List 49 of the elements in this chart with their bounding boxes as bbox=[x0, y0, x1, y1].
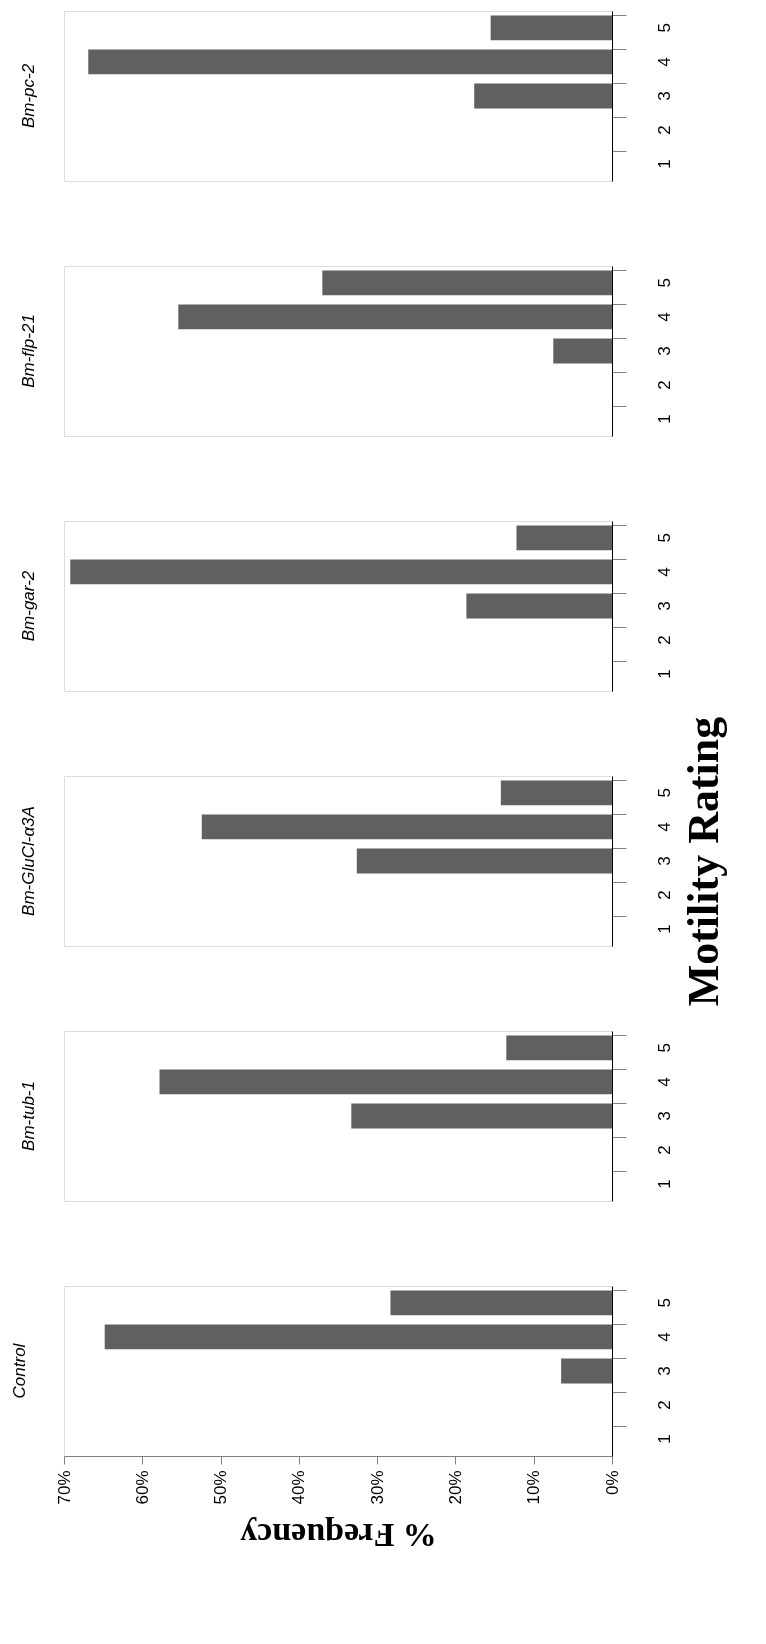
y-tick-label: 5 bbox=[654, 1298, 674, 1308]
x-tick-label: 60% bbox=[132, 1470, 152, 1505]
text: Bm-GluCl-α3A bbox=[19, 806, 38, 916]
y-tick-label: 5 bbox=[654, 278, 674, 288]
y-tick-label: 3 bbox=[654, 1111, 674, 1121]
x-tick-label: 40% bbox=[289, 1470, 309, 1505]
y-tick-label: 1 bbox=[654, 669, 674, 679]
x-axis-title: % Frequency bbox=[240, 1516, 437, 1554]
y-tick-label: 1 bbox=[654, 159, 674, 169]
text: Bm-tub-1 bbox=[19, 1081, 38, 1151]
y-tick-label: 1 bbox=[654, 1434, 674, 1444]
y-tick-label: 1 bbox=[654, 924, 674, 934]
y-tick-label: 4 bbox=[654, 567, 674, 577]
y-tick-label: 4 bbox=[654, 57, 674, 67]
y-tick-label: 5 bbox=[654, 788, 674, 798]
y-tick-label: 1 bbox=[654, 1179, 674, 1189]
y-tick-label: 4 bbox=[654, 1332, 674, 1342]
y-tick-label: 2 bbox=[654, 125, 674, 135]
text: Control bbox=[10, 1342, 29, 1399]
bar bbox=[104, 1324, 612, 1350]
y-tick-label: 3 bbox=[654, 1366, 674, 1376]
y-tick-label: 2 bbox=[654, 1400, 674, 1410]
x-tick-label: 20% bbox=[445, 1470, 465, 1505]
y-tick-label: 5 bbox=[654, 533, 674, 543]
x-tick-label: 30% bbox=[367, 1470, 387, 1505]
text: Bm-pc-2 bbox=[19, 63, 38, 129]
y-tick-label: 1 bbox=[654, 414, 674, 424]
y-tick-label: 3 bbox=[654, 856, 674, 866]
y-tick-label: 2 bbox=[654, 1145, 674, 1155]
bar bbox=[561, 1358, 612, 1384]
y-tick-label: 2 bbox=[654, 380, 674, 390]
y-tick-label: 5 bbox=[654, 1043, 674, 1053]
x-tick-label: 70% bbox=[54, 1470, 74, 1505]
y-tick-label: 3 bbox=[654, 346, 674, 356]
y-tick-label: 5 bbox=[654, 23, 674, 33]
y-tick-label: 2 bbox=[654, 635, 674, 645]
y-tick-label: 3 bbox=[654, 601, 674, 611]
x-tick-label: 0% bbox=[602, 1470, 622, 1496]
x-tick-label: 10% bbox=[524, 1470, 544, 1505]
y-axis-title: Motility Rating bbox=[678, 716, 728, 1007]
y-tick-label: 4 bbox=[654, 1077, 674, 1087]
text: Bm-flp-21 bbox=[19, 314, 38, 388]
y-tick-label: 4 bbox=[654, 822, 674, 832]
y-tick-label: 2 bbox=[654, 890, 674, 900]
y-tick-label: 3 bbox=[654, 91, 674, 101]
x-tick-label: 50% bbox=[211, 1470, 231, 1505]
y-tick-label: 4 bbox=[654, 312, 674, 322]
text: Bm-gar-2 bbox=[19, 570, 38, 642]
bar bbox=[390, 1290, 612, 1316]
